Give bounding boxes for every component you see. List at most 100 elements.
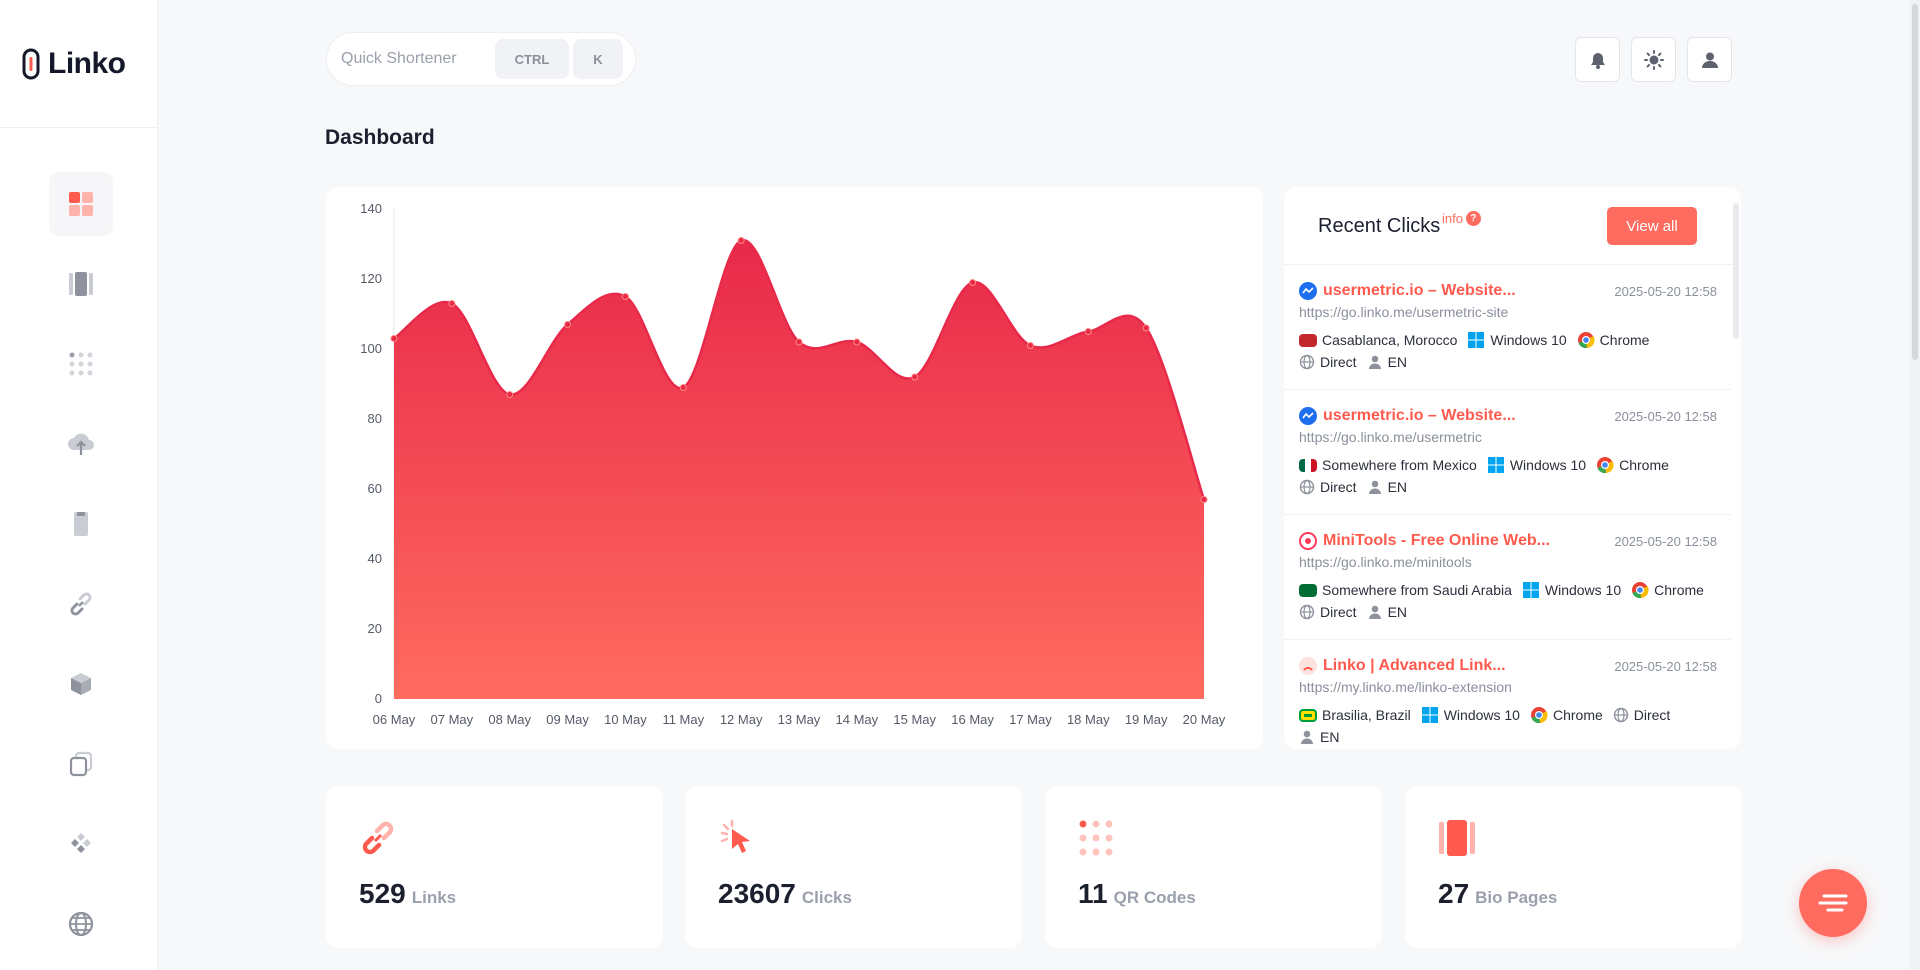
view-all-button[interactable]: View all [1607, 207, 1697, 245]
logo-icon [22, 48, 40, 79]
location-text: Somewhere from Saudi Arabia [1322, 582, 1512, 598]
recent-click-url[interactable]: https://go.linko.me/usermetric-site [1299, 304, 1509, 320]
data-point[interactable] [390, 335, 398, 342]
location-text: Brasilia, Brazil [1322, 707, 1411, 723]
referrer-text: Direct [1320, 604, 1357, 620]
x-tick-label: 09 May [546, 712, 589, 727]
language-text: EN [1387, 604, 1408, 620]
referrer-text: Direct [1320, 354, 1357, 370]
data-point[interactable] [853, 338, 861, 346]
stat-card-qr-codes[interactable]: 11 QR Codes [1045, 786, 1382, 948]
x-tick-label: 12 May [720, 712, 763, 727]
os-text: Windows 10 [1490, 332, 1567, 348]
stat-card-clicks[interactable]: 23607 Clicks [685, 786, 1022, 948]
theme-toggle-button[interactable] [1631, 37, 1676, 82]
os: Windows 10 [1421, 704, 1520, 726]
y-tick-label: 60 [368, 481, 382, 496]
recent-click-item[interactable]: usermetric.io – Website... 2025-05-20 12:… [1284, 390, 1731, 515]
data-point[interactable] [911, 373, 919, 381]
page-scrollbar[interactable] [1910, 0, 1920, 970]
recent-click-item[interactable]: MiniTools - Free Online Web... 2025-05-20… [1284, 515, 1731, 640]
data-point[interactable] [448, 300, 456, 307]
sidebar-item-links[interactable] [49, 572, 113, 636]
recent-clicks-header: Recent Clicks info ? View all [1284, 187, 1741, 265]
user-icon [1701, 52, 1718, 68]
stat-card-bio-pages[interactable]: 27 Bio Pages [1405, 786, 1742, 948]
language-text: EN [1387, 354, 1408, 370]
chart-line [393, 239, 1206, 500]
recent-click-date: 2025-05-20 12:58 [1614, 533, 1717, 549]
user-icon [1368, 480, 1381, 494]
quick-shortener[interactable]: CTRL K [326, 32, 636, 86]
clicks-area-chart: 0 20 40 60 80 100 120 140 06 May 07 May 08 May 09 … [360, 201, 1226, 727]
data-point[interactable] [506, 391, 514, 398]
data-point[interactable] [737, 237, 745, 244]
profile-button[interactable] [1687, 37, 1732, 82]
x-tick-label: 17 May [1009, 712, 1052, 727]
os: Windows 10 [1467, 329, 1567, 351]
location-text: Somewhere from Mexico [1322, 457, 1477, 473]
user-icon [1368, 605, 1381, 619]
chart-area [394, 240, 1204, 699]
quick-shortener-input[interactable] [341, 50, 491, 68]
bell-icon [1590, 52, 1605, 69]
data-point[interactable] [564, 321, 572, 328]
language: EN [1367, 476, 1407, 498]
flag-icon [1299, 458, 1317, 472]
data-point[interactable] [679, 384, 687, 391]
sidebar-item-domains[interactable] [49, 892, 113, 956]
data-point[interactable] [795, 338, 803, 346]
site-title: MiniTools - Free Online Web... [1323, 532, 1550, 549]
sidebar-item-pages[interactable] [49, 732, 113, 796]
recent-click-url[interactable]: https://go.linko.me/usermetric [1299, 429, 1482, 445]
stat-label: Bio Pages [1475, 888, 1558, 907]
x-tick-label: 06 May [373, 712, 416, 727]
menu-lines-icon [1818, 894, 1848, 912]
sidebar-item-files[interactable] [49, 492, 113, 556]
recent-click-item[interactable]: usermetric.io – Website... 2025-05-20 12:… [1284, 265, 1731, 390]
browser-text: Chrome [1552, 707, 1603, 723]
sidebar-item-packages[interactable] [49, 652, 113, 716]
usermetric-icon [1299, 407, 1317, 425]
page-title: Dashboard [325, 126, 435, 149]
windows-icon [1468, 332, 1485, 348]
language: EN [1367, 351, 1407, 373]
data-point[interactable] [1200, 496, 1208, 503]
floating-menu-button[interactable] [1799, 869, 1867, 937]
sidebar-item-integrations[interactable] [49, 812, 113, 876]
notifications-button[interactable] [1575, 37, 1620, 82]
sidebar-item-dashboard[interactable] [49, 172, 113, 236]
copy-icon [69, 751, 93, 777]
data-point[interactable] [621, 293, 629, 300]
stat-label: QR Codes [1113, 888, 1196, 907]
recent-click-site[interactable]: usermetric.io – Website... [1299, 407, 1516, 425]
data-point[interactable] [1142, 324, 1150, 332]
language-text: EN [1387, 479, 1408, 495]
data-point[interactable] [1026, 342, 1034, 349]
globe-icon [1299, 479, 1315, 495]
recent-click-site[interactable]: Linko | Advanced Link... [1299, 657, 1506, 675]
sidebar-item-qr-codes[interactable] [49, 332, 113, 396]
dashboard-icon [69, 192, 93, 216]
x-tick-label: 07 May [431, 712, 474, 727]
recent-clicks-scrollbar[interactable] [1733, 203, 1739, 339]
recent-click-url[interactable]: https://my.linko.me/linko-extension [1299, 679, 1512, 695]
referrer-text: Direct [1320, 479, 1357, 495]
recent-click-site[interactable]: usermetric.io – Website... [1299, 282, 1516, 300]
referrer: Direct [1299, 351, 1357, 373]
recent-click-item[interactable]: Linko | Advanced Link... 2025-05-20 12:58… [1284, 640, 1731, 749]
referrer-text: Direct [1633, 707, 1671, 723]
recent-click-site[interactable]: MiniTools - Free Online Web... [1299, 532, 1550, 550]
sidebar-item-bio-pages[interactable] [49, 252, 113, 316]
sidebar-item-upload[interactable] [49, 412, 113, 476]
recent-click-url[interactable]: https://go.linko.me/minitools [1299, 554, 1472, 570]
logo[interactable]: Linko [0, 0, 157, 128]
y-tick-label: 40 [368, 551, 382, 566]
referrer: Direct [1299, 476, 1357, 498]
recent-click-date: 2025-05-20 12:58 [1614, 408, 1717, 424]
data-point[interactable] [1084, 328, 1092, 335]
data-point[interactable] [969, 279, 977, 286]
stat-card-links[interactable]: 529 Links [326, 786, 663, 948]
chrome-icon [1632, 582, 1649, 599]
recent-clicks-info[interactable]: info ? [1442, 211, 1481, 226]
